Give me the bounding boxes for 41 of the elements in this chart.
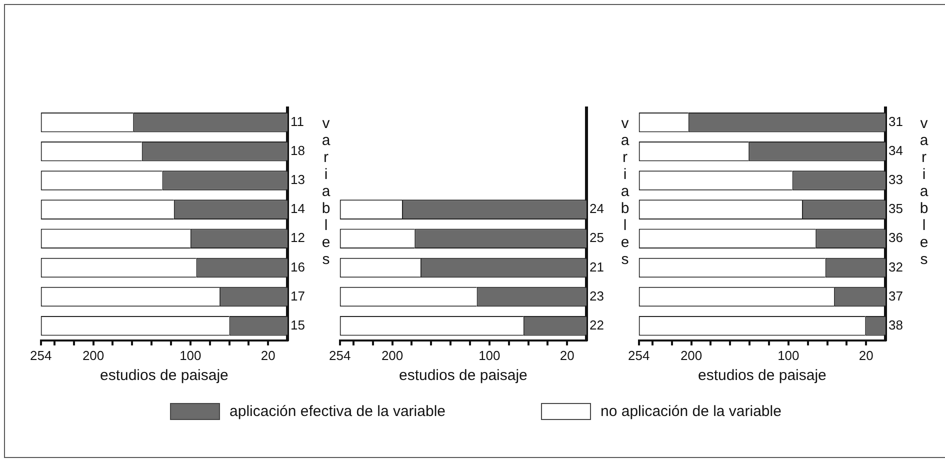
x-tick-label: 200 xyxy=(680,348,702,363)
x-axis-title: estudios de paisaje xyxy=(398,367,528,384)
text: variables xyxy=(620,115,630,268)
x-tick-label: 20 xyxy=(260,348,276,363)
x-tick-label: 20 xyxy=(560,348,574,363)
y-tick-label: 21 xyxy=(590,259,604,274)
x-tick-label: 200 xyxy=(381,348,404,363)
y-tick-label: 14 xyxy=(290,201,306,216)
y-tick-label: 16 xyxy=(290,259,306,274)
x-tick-label: 100 xyxy=(478,348,500,363)
x-tick-label: 254 xyxy=(628,348,650,363)
x-tick-label: 20 xyxy=(858,348,874,363)
y-tick-label: 31 xyxy=(888,114,904,129)
y-tick-label: 22 xyxy=(590,317,604,332)
y-tick-label: 35 xyxy=(888,201,904,216)
y-tick-label: 34 xyxy=(888,142,904,158)
y-tick-label: 12 xyxy=(290,230,306,246)
y-tick-label: 25 xyxy=(590,230,604,246)
text: variables xyxy=(322,115,330,268)
x-tick-label: 254 xyxy=(30,348,52,363)
text: variables xyxy=(920,115,928,268)
x-axis-title: estudios de paisaje xyxy=(698,367,826,384)
text: no aplicación de la variable xyxy=(600,403,782,420)
legend-label: aplicación efectiva de la variable xyxy=(230,403,446,420)
x-tick-label: 100 xyxy=(778,348,800,363)
y-tick-label: 17 xyxy=(290,288,306,304)
y-tick-label: 37 xyxy=(888,288,904,304)
y-tick-label: 36 xyxy=(888,230,904,246)
y-tick-label: 24 xyxy=(590,201,604,216)
x-tick-label: 254 xyxy=(328,348,351,363)
y-tick-label: 18 xyxy=(290,142,306,158)
y-tick-label: 23 xyxy=(590,288,604,304)
y-tick-label: 13 xyxy=(290,172,306,188)
y-tick-label: 11 xyxy=(290,114,304,129)
y-tick-label: 32 xyxy=(888,259,904,274)
y-tick-label: 15 xyxy=(290,317,306,332)
x-tick-label: 100 xyxy=(180,348,202,363)
y-tick-label: 33 xyxy=(888,172,904,188)
x-tick-label: 200 xyxy=(82,348,104,363)
x-axis-title: estudios de paisaje xyxy=(100,367,228,384)
y-tick-label: 38 xyxy=(888,317,904,332)
